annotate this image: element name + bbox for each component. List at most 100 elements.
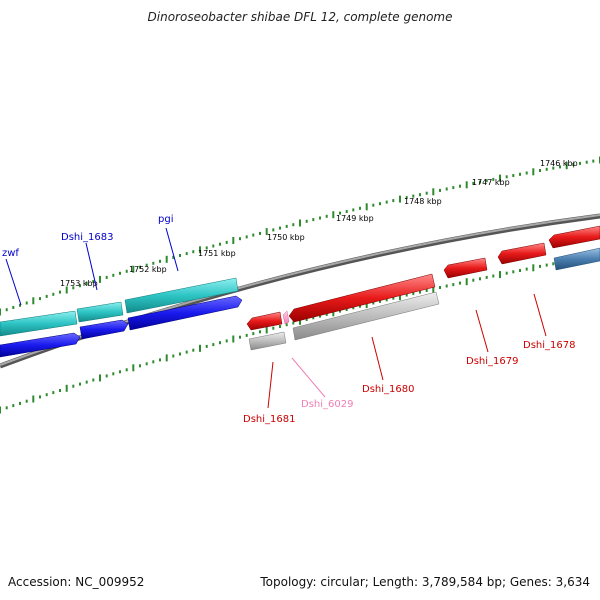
scale-tick-inner [445,284,448,288]
scale-tick-inner [199,344,201,352]
scale-tick-inner [112,372,115,376]
scale-tick-inner [532,264,535,272]
scale-tick-outer [19,303,21,307]
cds-track-minus [248,247,600,351]
scale-tick-outer [385,200,388,204]
scale-tick-inner [285,323,288,327]
scale-tick-inner [552,262,555,266]
scale-tick-inner [379,299,381,303]
cds-next-minus[interactable] [553,247,600,271]
gene-label-dshi-6029[interactable]: Dshi_6029 [301,399,353,410]
scale-tick-outer [99,275,101,283]
scale-tick-outer [125,269,128,273]
scale-tick-outer [539,169,541,172]
gene-label-pgi[interactable]: pgi [158,214,173,225]
gene-label-zwf[interactable]: zwf [2,248,19,259]
scale-tick-inner [5,406,8,410]
cds-dshi-1680[interactable] [292,291,440,341]
scale-tick-outer [79,284,81,288]
scale-tick-inner [212,343,215,347]
scale-tick-inner [172,354,175,358]
scale-tick-inner [505,271,508,275]
gene-label-dshi-1680[interactable]: Dshi_1680 [362,384,414,395]
scale-tick-outer [145,263,148,267]
scale-tick-outer [399,195,401,203]
scale-tick-outer [432,188,435,196]
gene-pgi[interactable] [127,295,243,331]
scale-tick-outer [185,252,188,256]
scale-tick-outer [425,191,428,195]
gene-label-dshi-1678[interactable]: Dshi_1678 [523,340,575,351]
cds-track-plus [0,277,239,337]
scale-tick-inner [332,309,335,317]
scale-tick-inner [179,352,181,356]
scale-tick-inner [219,341,221,345]
scale-tick-outer [172,255,175,259]
scale-tick-inner [479,277,481,281]
scale-tick-outer [159,259,161,263]
scale-tick-outer [25,301,28,305]
cds-dshi-1683[interactable] [76,301,124,323]
scale-tick-outer [92,280,95,283]
scale-tick-inner [365,301,368,309]
scale-tick-outer [485,179,488,183]
scale-tick-inner [499,271,501,279]
scale-label-1751: 1751 kbp [198,249,236,258]
scale-tick-outer [52,292,55,296]
scale-tick-inner [39,395,41,399]
scale-tick-inner [19,401,21,405]
scale-tick-outer [0,308,1,316]
cds-pgi[interactable] [124,277,239,314]
scale-tick-outer [465,181,468,189]
scale-tick-outer [165,255,168,263]
scale-tick-outer [579,161,581,165]
scale-tick-inner [412,292,415,296]
gene-dshi-1680[interactable] [288,273,436,323]
scale-tick-inner [25,399,28,403]
scale-tick-inner [539,264,541,268]
scale-tick-outer [272,228,275,232]
scale-tick-inner [12,404,15,408]
scale-tick-outer [332,211,335,219]
cds-zwf[interactable] [0,310,78,337]
scale-tick-outer [305,219,308,223]
cds-dshi-1681[interactable] [248,331,287,351]
scale-tick-outer [545,167,548,171]
scale-tick-outer [285,224,288,228]
scale-tick-outer [379,202,381,206]
gene-label-dshi-1683[interactable]: Dshi_1683 [61,232,113,243]
scale-tick-inner [385,298,388,302]
scale-tick-outer [72,286,75,290]
scale-tick-inner [472,278,475,282]
scale-tick-inner [159,358,161,362]
gene-dshi-1683[interactable] [79,319,129,340]
scale-tick-inner [185,350,188,354]
scale-tick-inner [439,286,441,289]
gene-zwf[interactable] [0,332,81,358]
scale-label-1752: 1752 kbp [129,265,167,274]
scale-tick-outer [192,250,195,254]
gene-dshi-1679[interactable] [443,257,488,279]
scale-tick-outer [239,237,241,241]
scale-tick-outer [105,275,108,279]
scale-tick-inner [339,309,341,313]
scale-tick-inner [345,308,348,311]
scale-tick-outer [279,226,281,230]
scale-tick-outer [405,196,408,200]
scale-tick-outer [212,244,215,248]
gene-dshi-1681[interactable] [246,311,283,331]
scale-tick-outer [39,297,41,301]
scale-tick-outer [32,297,35,305]
scale-tick-inner [492,274,495,278]
scale-tick-outer [85,282,88,286]
scale-tick-inner [359,304,361,308]
scale-tick-outer [199,246,201,254]
gene-dshi-1678[interactable] [497,242,547,265]
gene-label-dshi-1681[interactable]: Dshi_1681 [243,414,295,425]
gene-next-minus[interactable] [548,225,600,249]
scale-tick-outer [419,193,421,197]
scale-tick-outer [352,208,355,212]
gene-label-dshi-1679[interactable]: Dshi_1679 [466,356,518,367]
gene-dshi-6029[interactable] [282,310,290,325]
